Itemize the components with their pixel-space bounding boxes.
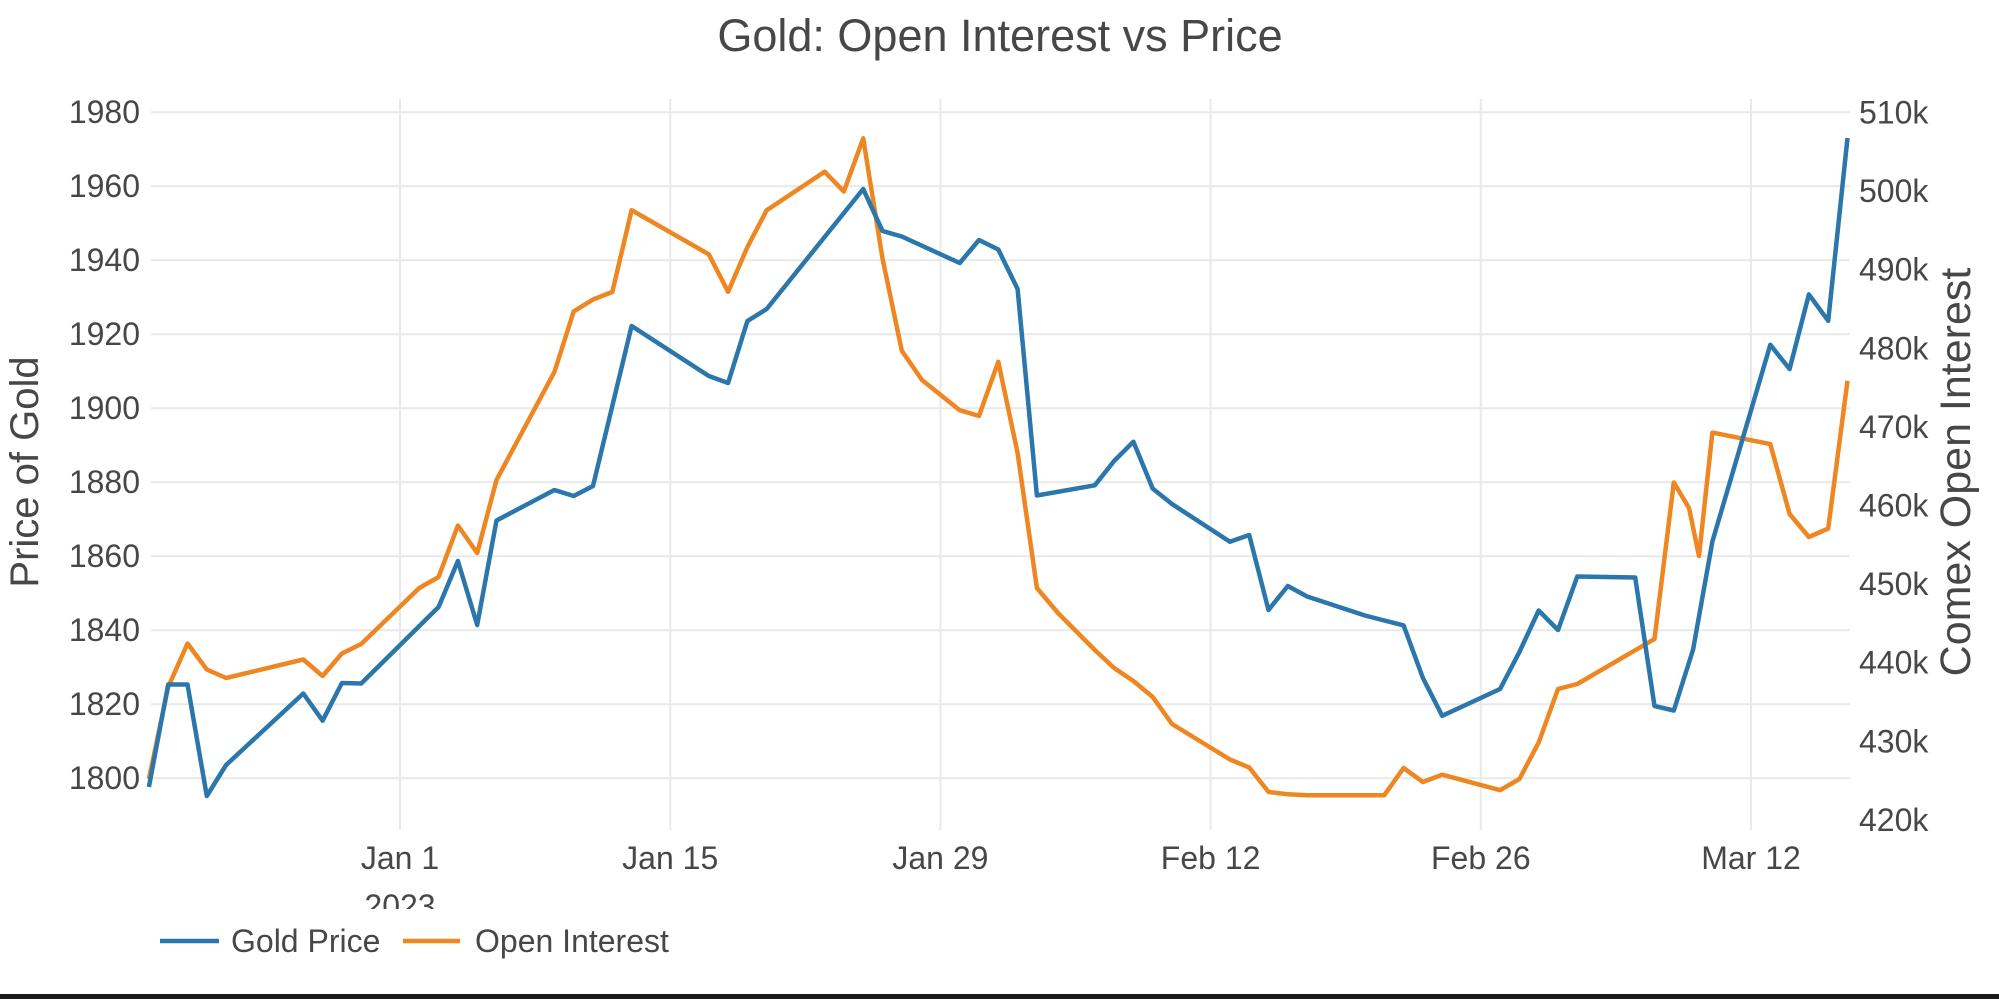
svg-text:2023: 2023: [364, 888, 435, 924]
svg-text:Gold Price: Gold Price: [231, 923, 380, 959]
svg-text:Jan 1: Jan 1: [361, 840, 439, 876]
svg-text:Jan 15: Jan 15: [622, 840, 718, 876]
svg-text:1820: 1820: [69, 686, 140, 722]
svg-text:1860: 1860: [69, 538, 140, 574]
svg-text:420k: 420k: [1859, 802, 1929, 838]
svg-text:490k: 490k: [1859, 252, 1929, 288]
svg-text:510k: 510k: [1859, 95, 1929, 131]
svg-text:460k: 460k: [1859, 488, 1929, 524]
svg-text:1880: 1880: [69, 464, 140, 500]
svg-text:450k: 450k: [1859, 566, 1929, 602]
svg-text:1920: 1920: [69, 316, 140, 352]
svg-text:440k: 440k: [1859, 645, 1929, 681]
svg-text:Mar 12: Mar 12: [1701, 840, 1801, 876]
svg-text:Jan 29: Jan 29: [892, 840, 988, 876]
svg-text:Feb 12: Feb 12: [1161, 840, 1261, 876]
svg-text:500k: 500k: [1859, 173, 1929, 209]
svg-text:Open Interest: Open Interest: [475, 923, 669, 959]
svg-text:Feb 26: Feb 26: [1431, 840, 1531, 876]
svg-text:430k: 430k: [1859, 723, 1929, 759]
svg-text:Price of Gold: Price of Gold: [3, 356, 47, 587]
svg-text:1940: 1940: [69, 242, 140, 278]
svg-text:1980: 1980: [69, 94, 140, 130]
svg-text:1800: 1800: [69, 760, 140, 796]
svg-text:470k: 470k: [1859, 409, 1929, 445]
svg-text:1960: 1960: [69, 168, 140, 204]
svg-text:480k: 480k: [1859, 330, 1929, 366]
svg-text:Comex Open Interest: Comex Open Interest: [1932, 268, 1980, 677]
svg-text:Gold: Open Interest vs Price: Gold: Open Interest vs Price: [717, 10, 1282, 61]
svg-text:1840: 1840: [69, 612, 140, 648]
svg-text:1900: 1900: [69, 390, 140, 426]
